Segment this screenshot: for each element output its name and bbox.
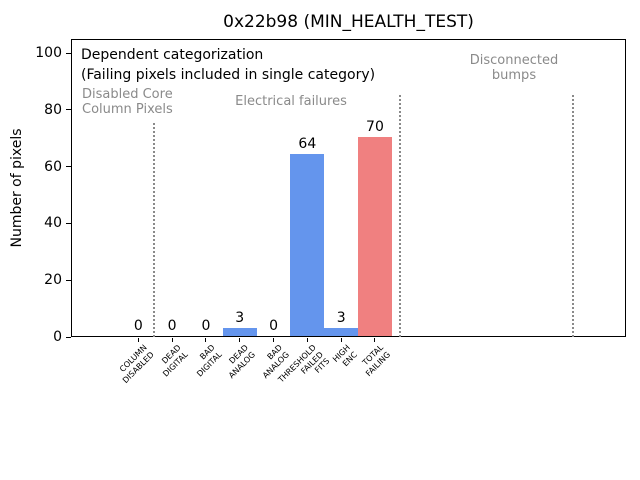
x-tick-mark <box>137 338 139 342</box>
y-tick-mark <box>66 52 71 54</box>
bar-value-label-dead-digital: 0 <box>167 318 177 334</box>
y-tick-mark <box>66 166 71 168</box>
region-label-disabled-core-column-pixels: Disabled Core Column Pixels <box>82 87 173 117</box>
y-tick-mark <box>66 336 71 338</box>
bar-value-label-dead-analog: 3 <box>235 309 245 326</box>
bar-threshold-failed-fits <box>290 154 325 336</box>
region-label-disconnected-bumps: Disconnected bumps <box>469 53 559 83</box>
x-tick-mark <box>273 338 275 342</box>
y-tick-mark <box>66 109 71 111</box>
y-tick-label: 20 <box>44 272 62 289</box>
chart-title: 0x22b98 (MIN_HEALTH_TEST) <box>223 12 474 32</box>
x-tick-label-bad-digital: BAD DIGITAL <box>194 343 224 379</box>
x-tick-mark <box>306 338 308 342</box>
bar-dead-analog <box>222 327 257 336</box>
bar-value-label-high-enc: 3 <box>336 309 346 326</box>
bar-value-label-threshold-failed-fits: 64 <box>298 136 317 153</box>
separator-line-2 <box>399 95 401 337</box>
separator-line-3 <box>572 95 574 337</box>
y-tick-label: 0 <box>53 329 62 345</box>
y-tick-label: 80 <box>44 101 62 118</box>
bar-high-enc <box>324 327 359 336</box>
bar-value-label-bad-digital: 0 <box>201 318 211 334</box>
bar-value-label-bad-analog: 0 <box>269 318 278 334</box>
separator-line-1 <box>153 123 155 337</box>
bar-value-label-total-failing: 70 <box>366 119 384 136</box>
annotation-dependent-categorization: Dependent categorization (Failing pixels… <box>81 47 376 83</box>
y-tick-label: 40 <box>44 215 62 232</box>
x-tick-mark <box>171 338 173 342</box>
x-tick-label-high-enc: HIGH ENC <box>330 343 359 368</box>
x-tick-label-column-disabled: COLUMN DISABLED <box>117 343 156 385</box>
y-tick-mark <box>66 222 71 224</box>
x-tick-mark <box>340 338 342 342</box>
x-tick-label-total-failing: TOTAL FAILING <box>361 343 393 378</box>
x-tick-mark <box>205 338 207 342</box>
plot-area: 0 0 0 3 0 64 3 70 <box>71 39 626 337</box>
x-tick-label-dead-analog: DEAD ANALOG <box>226 343 257 380</box>
x-tick-label-dead-digital: DEAD DIGITAL <box>159 343 190 379</box>
y-tick-label: 100 <box>35 45 62 62</box>
x-tick-mark <box>239 338 241 342</box>
bar-value-label-column-disabled: 0 <box>133 318 143 334</box>
y-tick-label: 60 <box>44 158 62 175</box>
y-tick-mark <box>66 279 71 281</box>
bar-total-failing <box>358 137 392 336</box>
region-label-electrical-failures: Electrical failures <box>235 94 347 109</box>
x-tick-mark <box>374 338 376 342</box>
